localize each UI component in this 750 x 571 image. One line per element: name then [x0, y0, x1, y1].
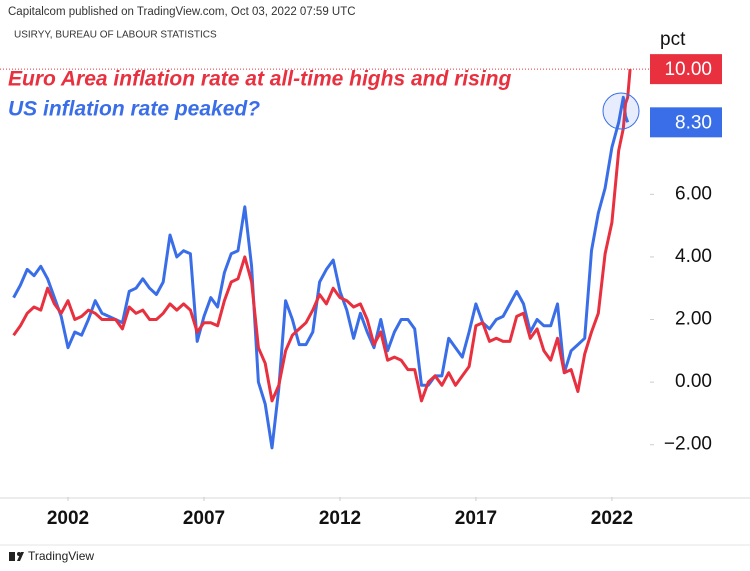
- y-tick-label: −2.00: [664, 434, 712, 455]
- last-value-badge: [650, 107, 722, 138]
- series-line: [12, 68, 632, 403]
- brand: TradingView: [28, 549, 94, 563]
- y-unit: pct: [660, 29, 686, 50]
- x-tick-label: 2017: [455, 508, 497, 529]
- logo: [9, 552, 24, 561]
- last-value-label: 10.00: [664, 59, 712, 80]
- symbol-label: USIRYY, BUREAU OF LABOUR STATISTICS: [14, 30, 217, 41]
- annotation: Euro Area inflation rate at all-time hig…: [8, 68, 511, 91]
- last-value-badge: [650, 54, 722, 85]
- x-tick-label: 2007: [183, 508, 225, 529]
- y-tick-label: 6.00: [675, 183, 712, 204]
- highlight-circle: [602, 92, 640, 130]
- annotation: US inflation rate peaked?: [8, 98, 260, 121]
- series-line: [12, 95, 630, 450]
- x-tick-label: 2022: [591, 508, 633, 529]
- y-tick-label: 4.00: [675, 246, 712, 267]
- published-note: Capitalcom published on TradingView.com,…: [8, 6, 356, 18]
- y-tick-label: 2.00: [675, 309, 712, 330]
- x-tick-label: 2012: [319, 508, 361, 529]
- y-tick-label: 0.00: [675, 371, 712, 392]
- last-value-label: 8.30: [675, 112, 712, 133]
- x-tick-label: 2002: [47, 508, 89, 529]
